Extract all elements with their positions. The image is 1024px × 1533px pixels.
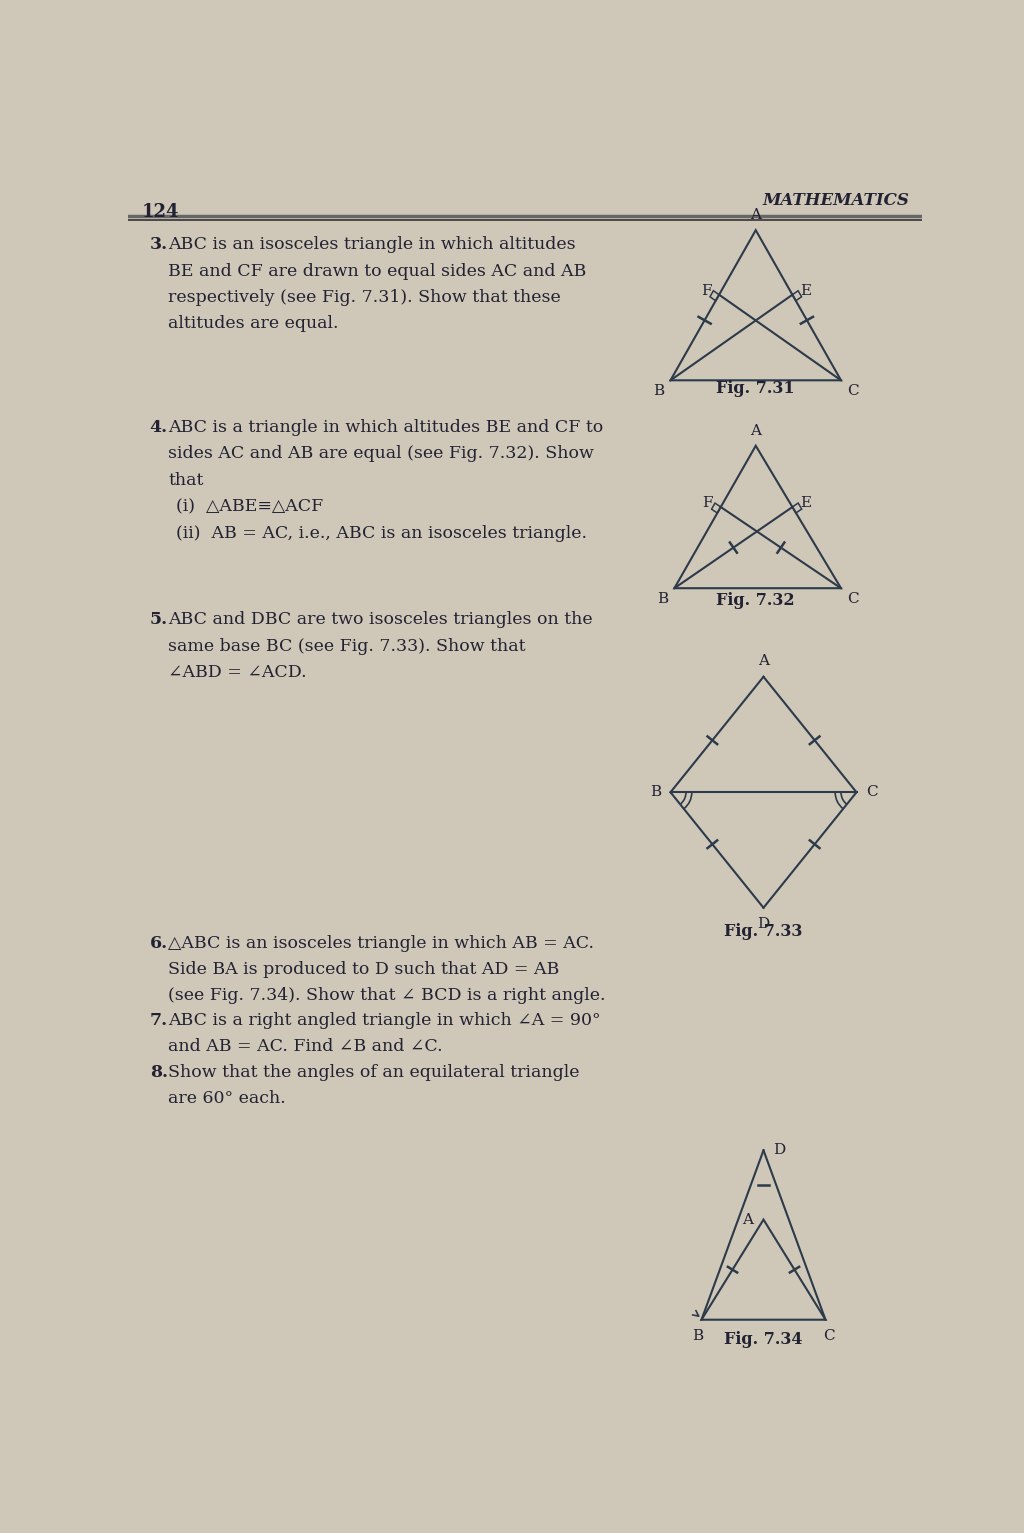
Text: B: B xyxy=(653,385,665,399)
Text: MATHEMATICS: MATHEMATICS xyxy=(762,192,909,208)
Text: A: A xyxy=(751,425,761,438)
Text: 124: 124 xyxy=(142,204,179,221)
Text: Fig. 7.31: Fig. 7.31 xyxy=(717,380,795,397)
Text: B: B xyxy=(657,592,669,606)
Text: Fig. 7.33: Fig. 7.33 xyxy=(724,923,803,940)
Text: E: E xyxy=(800,284,811,297)
Text: F: F xyxy=(702,497,713,510)
Text: C: C xyxy=(847,385,859,399)
Text: ABC is a triangle in which altitudes BE and CF to
sides AC and AB are equal (see: ABC is a triangle in which altitudes BE … xyxy=(168,419,603,489)
Text: B: B xyxy=(650,785,662,799)
Text: 7.: 7. xyxy=(150,1012,168,1029)
Text: ABC and DBC are two isosceles triangles on the
same base BC (see Fig. 7.33). Sho: ABC and DBC are two isosceles triangles … xyxy=(168,612,593,681)
Text: Fig. 7.34: Fig. 7.34 xyxy=(724,1331,803,1348)
Text: A: A xyxy=(741,1213,753,1226)
Text: B: B xyxy=(692,1329,703,1343)
Text: A: A xyxy=(758,653,769,667)
Text: (i)  △ABE≡△ACF: (i) △ABE≡△ACF xyxy=(176,498,324,515)
Text: E: E xyxy=(800,497,811,510)
Text: 8.: 8. xyxy=(150,1064,168,1081)
Text: C: C xyxy=(866,785,878,799)
Text: F: F xyxy=(700,284,712,297)
Text: Fig. 7.32: Fig. 7.32 xyxy=(717,592,795,609)
Text: △ABC is an isosceles triangle in which AB = AC.
Side BA is produced to D such th: △ABC is an isosceles triangle in which A… xyxy=(168,935,606,1004)
Text: D: D xyxy=(758,917,770,931)
Text: C: C xyxy=(847,592,859,606)
Text: C: C xyxy=(823,1329,836,1343)
Text: D: D xyxy=(773,1144,785,1157)
Text: A: A xyxy=(751,208,761,222)
Text: Show that the angles of an equilateral triangle
are 60° each.: Show that the angles of an equilateral t… xyxy=(168,1064,580,1107)
Text: (ii)  AB = AC, i.e., ABC is an isosceles triangle.: (ii) AB = AC, i.e., ABC is an isosceles … xyxy=(176,526,587,543)
Text: 4.: 4. xyxy=(150,419,168,435)
Text: 5.: 5. xyxy=(150,612,168,629)
Text: 6.: 6. xyxy=(150,935,168,952)
Text: ABC is an isosceles triangle in which altitudes
BE and CF are drawn to equal sid: ABC is an isosceles triangle in which al… xyxy=(168,236,587,333)
Text: 3.: 3. xyxy=(150,236,168,253)
Text: ABC is a right angled triangle in which ∠A = 90°
and AB = AC. Find ∠B and ∠C.: ABC is a right angled triangle in which … xyxy=(168,1012,601,1055)
